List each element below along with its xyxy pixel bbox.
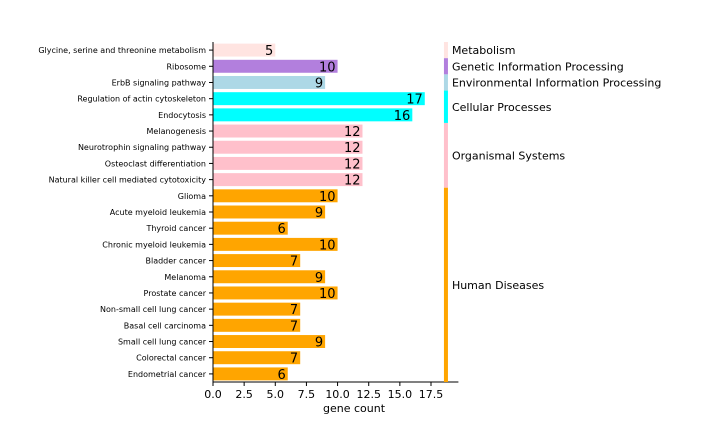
category-label: Ribosome [166,62,206,71]
x-axis: 0.0 2.5 5.0 7.5 10.0 12.5 15.0 17.5 [204,42,459,401]
x-tick-label: 15.0 [388,388,413,401]
bar [213,59,338,73]
category-label: Colorectal cancer [136,354,207,363]
bar [213,43,276,57]
category-label: Thyroid cancer [145,224,206,233]
bar [213,156,363,170]
category-label: Acute myeloid leukemia [110,208,206,217]
bar-value-label: 7 [290,352,298,367]
group-label: Genetic Information Processing [452,60,624,73]
category-label: Regulation of actin cytoskeleton [77,95,206,104]
bar [213,237,338,251]
category-label: Endometrial cancer [128,370,207,379]
bar [213,302,301,316]
bar [213,76,326,89]
bar-value-label: 6 [277,368,285,383]
category-labels: Glycine, serine and threonine metabolism… [38,46,213,379]
group-band [443,58,448,75]
x-tick-label: 2.5 [235,388,253,401]
x-tick-label: 7.5 [298,388,316,401]
bar-value-label: 10 [319,60,336,75]
bar-value-label: 10 [319,238,336,253]
bar-value-label: 16 [394,109,411,124]
category-label: Melanoma [164,273,206,282]
bar [213,221,288,235]
bar-value-label: 12 [344,141,361,156]
group-band [443,122,448,188]
bar-value-label: 7 [290,319,298,334]
group-bands: Metabolism Genetic Information Processing… [443,42,661,382]
bar [213,140,363,154]
category-label: Endocytosis [158,111,206,120]
category-label: Melanogenesis [147,127,206,136]
category-label: Natural killer cell mediated cytotoxicit… [49,176,207,185]
bar-value-label: 17 [406,93,423,108]
bar-value-label: 12 [344,125,361,140]
group-label: Metabolism [452,44,516,57]
category-label: Basal cell carcinoma [124,321,206,330]
group-band [443,74,448,91]
bar-value-label: 12 [344,157,361,172]
group-label: Environmental Information Processing [452,76,661,89]
category-label: Non-small cell lung cancer [100,305,207,314]
x-tick-label: 12.5 [356,388,381,401]
bar-value-label: 7 [290,255,298,270]
bar [213,108,413,122]
bar [213,367,288,381]
category-label: Neurotrophin signaling pathway [78,143,206,152]
bar [213,335,326,348]
bar [213,254,301,268]
bar-value-label: 9 [315,271,323,286]
category-label: Glioma [178,192,206,201]
category-label: Prostate cancer [144,289,207,298]
category-label: Osteoclast differentiation [105,159,206,168]
x-axis-label: gene count [323,402,386,415]
bar-value-label: 9 [315,206,323,221]
bar [213,286,338,300]
category-label: Glycine, serine and threonine metabolism [38,46,206,55]
category-label: Bladder cancer [145,257,206,266]
bar [213,270,326,284]
bar-value-label: 10 [319,190,336,205]
bar [213,124,363,138]
bar [213,351,301,365]
category-label: ErbB signaling pathway [112,78,207,87]
group-label: Organismal Systems [452,149,565,162]
group-band [443,187,448,382]
group-band [443,42,448,59]
bar [213,318,301,332]
category-label: Small cell lung cancer [118,338,207,347]
bar-value-label: 6 [277,222,285,237]
bar [213,92,425,106]
x-tick-label: 17.5 [419,388,444,401]
group-band [443,90,448,123]
bar-value-label: 7 [290,303,298,318]
bar [213,205,326,219]
x-tick-label: 10.0 [325,388,350,401]
group-label: Human Diseases [452,279,544,292]
category-label: Chronic myeloid leukemia [102,240,206,249]
bar-value-label: 12 [344,174,361,189]
bar [213,173,363,187]
bar-value-label: 9 [315,336,323,351]
x-tick-label: 0.0 [204,388,222,401]
group-label: Cellular Processes [452,101,552,114]
bar-value-label: 9 [315,76,323,91]
x-tick-label: 5.0 [267,388,285,401]
bar [213,189,338,203]
bar-value-label: 10 [319,287,336,302]
bar-value-label: 5 [265,44,273,59]
